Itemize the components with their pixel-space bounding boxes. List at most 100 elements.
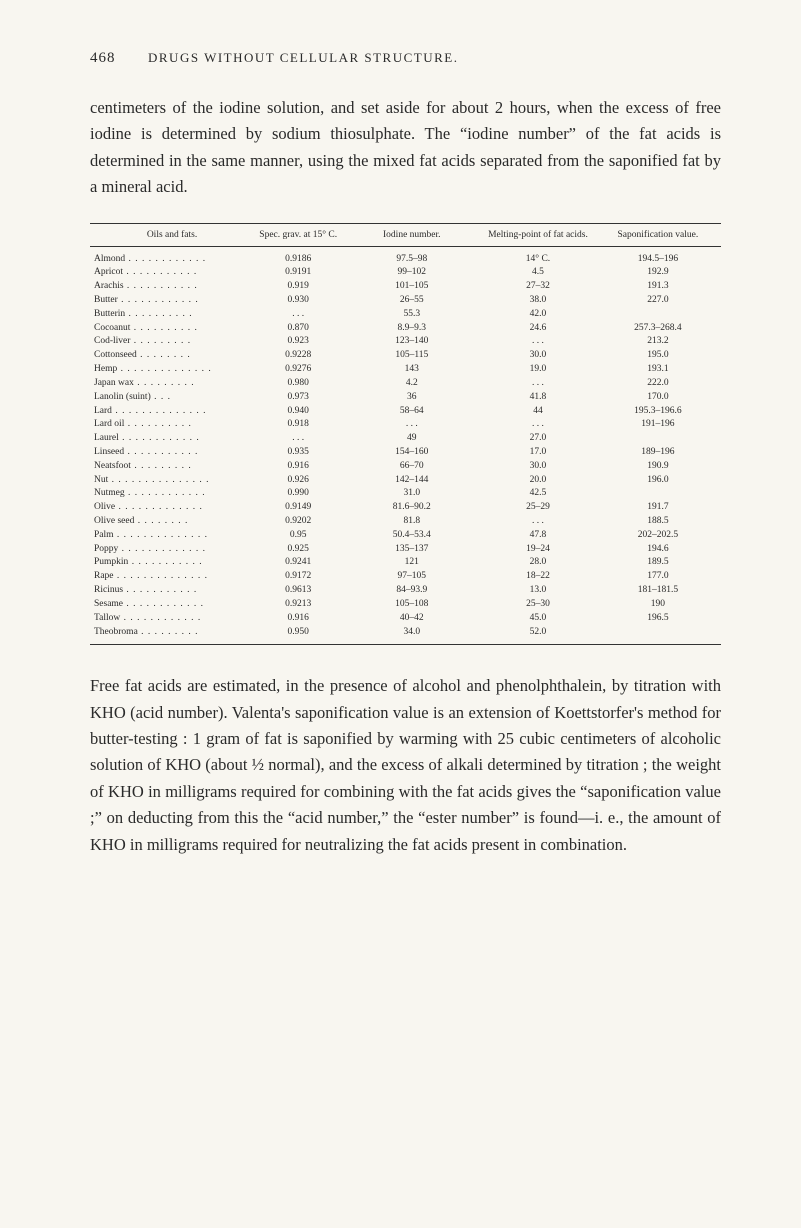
table-cell-iodine: 84–93.9 [342, 584, 481, 598]
table-cell-grav: 0.918 [254, 418, 342, 432]
table-cell-grav: 0.940 [254, 404, 342, 418]
oils-fats-table-wrapper: Oils and fats. Spec. grav. at 15° C. Iod… [90, 223, 721, 646]
table-cell-grav: 0.95 [254, 528, 342, 542]
table-cell-iodine: 50.4–53.4 [342, 528, 481, 542]
table-row: Butter . . . . . . . . . . . .0.93026–55… [90, 294, 721, 308]
table-cell-name: Cocoanut . . . . . . . . . . [90, 321, 254, 335]
table-cell-melting: 44 [481, 404, 595, 418]
table-cell-saponification [595, 625, 721, 645]
page-number: 468 [90, 50, 116, 67]
table-cell-name: Ricinus . . . . . . . . . . . [90, 584, 254, 598]
table-cell-iodine: 58–64 [342, 404, 481, 418]
table-cell-melting: 47.8 [481, 528, 595, 542]
table-cell-grav: 0.923 [254, 335, 342, 349]
table-row: Lard oil . . . . . . . . . .0.918. . .. … [90, 418, 721, 432]
table-cell-iodine: 105–115 [342, 349, 481, 363]
table-cell-melting: 19–24 [481, 542, 595, 556]
table-cell-saponification [595, 307, 721, 321]
table-row: Sesame . . . . . . . . . . . .0.9213105–… [90, 597, 721, 611]
table-cell-grav: 0.916 [254, 611, 342, 625]
table-cell-saponification: 222.0 [595, 376, 721, 390]
table-cell-grav: 0.9149 [254, 501, 342, 515]
table-row: Apricot . . . . . . . . . . .0.919199–10… [90, 266, 721, 280]
table-cell-melting: 19.0 [481, 363, 595, 377]
table-cell-melting: 20.0 [481, 473, 595, 487]
table-row: Olive seed . . . . . . . .0.920281.8. . … [90, 515, 721, 529]
table-header-row: Oils and fats. Spec. grav. at 15° C. Iod… [90, 223, 721, 246]
table-cell-grav: 0.990 [254, 487, 342, 501]
table-cell-iodine: 97–105 [342, 570, 481, 584]
table-cell-saponification: 170.0 [595, 390, 721, 404]
table-cell-melting: 28.0 [481, 556, 595, 570]
table-cell-name: Hemp . . . . . . . . . . . . . . [90, 363, 254, 377]
table-cell-melting: . . . [481, 335, 595, 349]
table-row: Japan wax . . . . . . . . .0.9804.2. . .… [90, 376, 721, 390]
table-cell-grav: . . . [254, 432, 342, 446]
table-row: Olive . . . . . . . . . . . . .0.914981.… [90, 501, 721, 515]
table-cell-grav: 0.9186 [254, 246, 342, 266]
table-cell-melting: 52.0 [481, 625, 595, 645]
table-cell-melting: 27–32 [481, 280, 595, 294]
table-row: Hemp . . . . . . . . . . . . . .0.927614… [90, 363, 721, 377]
table-cell-melting: 27.0 [481, 432, 595, 446]
table-cell-saponification: 194.5–196 [595, 246, 721, 266]
table-cell-name: Theobroma . . . . . . . . . [90, 625, 254, 645]
table-cell-melting: 42.5 [481, 487, 595, 501]
table-cell-melting: . . . [481, 376, 595, 390]
table-row: Lard . . . . . . . . . . . . . .0.94058–… [90, 404, 721, 418]
table-cell-grav: 0.980 [254, 376, 342, 390]
table-row: Nutmeg . . . . . . . . . . . .0.99031.04… [90, 487, 721, 501]
table-row: Tallow . . . . . . . . . . . .0.91640–42… [90, 611, 721, 625]
table-cell-saponification: 191.3 [595, 280, 721, 294]
oils-fats-table: Oils and fats. Spec. grav. at 15° C. Iod… [90, 223, 721, 646]
table-cell-melting: . . . [481, 418, 595, 432]
table-cell-name: Nut . . . . . . . . . . . . . . . [90, 473, 254, 487]
table-row: Cocoanut . . . . . . . . . .0.8708.9–9.3… [90, 321, 721, 335]
table-cell-iodine: 34.0 [342, 625, 481, 645]
table-cell-saponification: 190 [595, 597, 721, 611]
table-cell-saponification: 193.1 [595, 363, 721, 377]
table-cell-grav: 0.935 [254, 445, 342, 459]
table-row: Poppy . . . . . . . . . . . . .0.925135–… [90, 542, 721, 556]
table-cell-saponification: 196.5 [595, 611, 721, 625]
table-row: Theobroma . . . . . . . . .0.95034.052.0 [90, 625, 721, 645]
table-cell-grav: 0.9228 [254, 349, 342, 363]
table-cell-grav: 0.919 [254, 280, 342, 294]
table-cell-name: Olive . . . . . . . . . . . . . [90, 501, 254, 515]
table-cell-iodine: 135–137 [342, 542, 481, 556]
table-cell-iodine: 40–42 [342, 611, 481, 625]
table-row: Lanolin (suint) . . .0.9733641.8170.0 [90, 390, 721, 404]
table-row: Cod-liver . . . . . . . . .0.923123–140.… [90, 335, 721, 349]
table-cell-melting: 41.8 [481, 390, 595, 404]
table-row: Rape . . . . . . . . . . . . . .0.917297… [90, 570, 721, 584]
table-cell-saponification [595, 432, 721, 446]
table-row: Almond . . . . . . . . . . . .0.918697.5… [90, 246, 721, 266]
table-cell-name: Palm . . . . . . . . . . . . . . [90, 528, 254, 542]
table-cell-saponification: 189.5 [595, 556, 721, 570]
table-cell-saponification: 196.0 [595, 473, 721, 487]
table-cell-grav: 0.9276 [254, 363, 342, 377]
table-cell-melting: 17.0 [481, 445, 595, 459]
table-cell-melting: 13.0 [481, 584, 595, 598]
table-cell-iodine: 121 [342, 556, 481, 570]
table-cell-grav: 0.916 [254, 459, 342, 473]
table-cell-iodine: 97.5–98 [342, 246, 481, 266]
table-cell-saponification: 202–202.5 [595, 528, 721, 542]
table-cell-grav: 0.9241 [254, 556, 342, 570]
table-cell-name: Sesame . . . . . . . . . . . . [90, 597, 254, 611]
table-cell-iodine: 154–160 [342, 445, 481, 459]
table-cell-melting: 38.0 [481, 294, 595, 308]
table-cell-saponification: 257.3–268.4 [595, 321, 721, 335]
table-cell-melting: 25–29 [481, 501, 595, 515]
table-cell-saponification: 188.5 [595, 515, 721, 529]
table-cell-saponification: 189–196 [595, 445, 721, 459]
table-cell-name: Lard . . . . . . . . . . . . . . [90, 404, 254, 418]
table-cell-iodine: 36 [342, 390, 481, 404]
table-cell-grav: 0.925 [254, 542, 342, 556]
table-cell-melting: 14° C. [481, 246, 595, 266]
table-cell-iodine: 143 [342, 363, 481, 377]
table-cell-name: Linseed . . . . . . . . . . . [90, 445, 254, 459]
chapter-title: DRUGS WITHOUT CELLULAR STRUCTURE. [148, 50, 458, 66]
table-cell-saponification: 181–181.5 [595, 584, 721, 598]
table-cell-name: Butter . . . . . . . . . . . . [90, 294, 254, 308]
